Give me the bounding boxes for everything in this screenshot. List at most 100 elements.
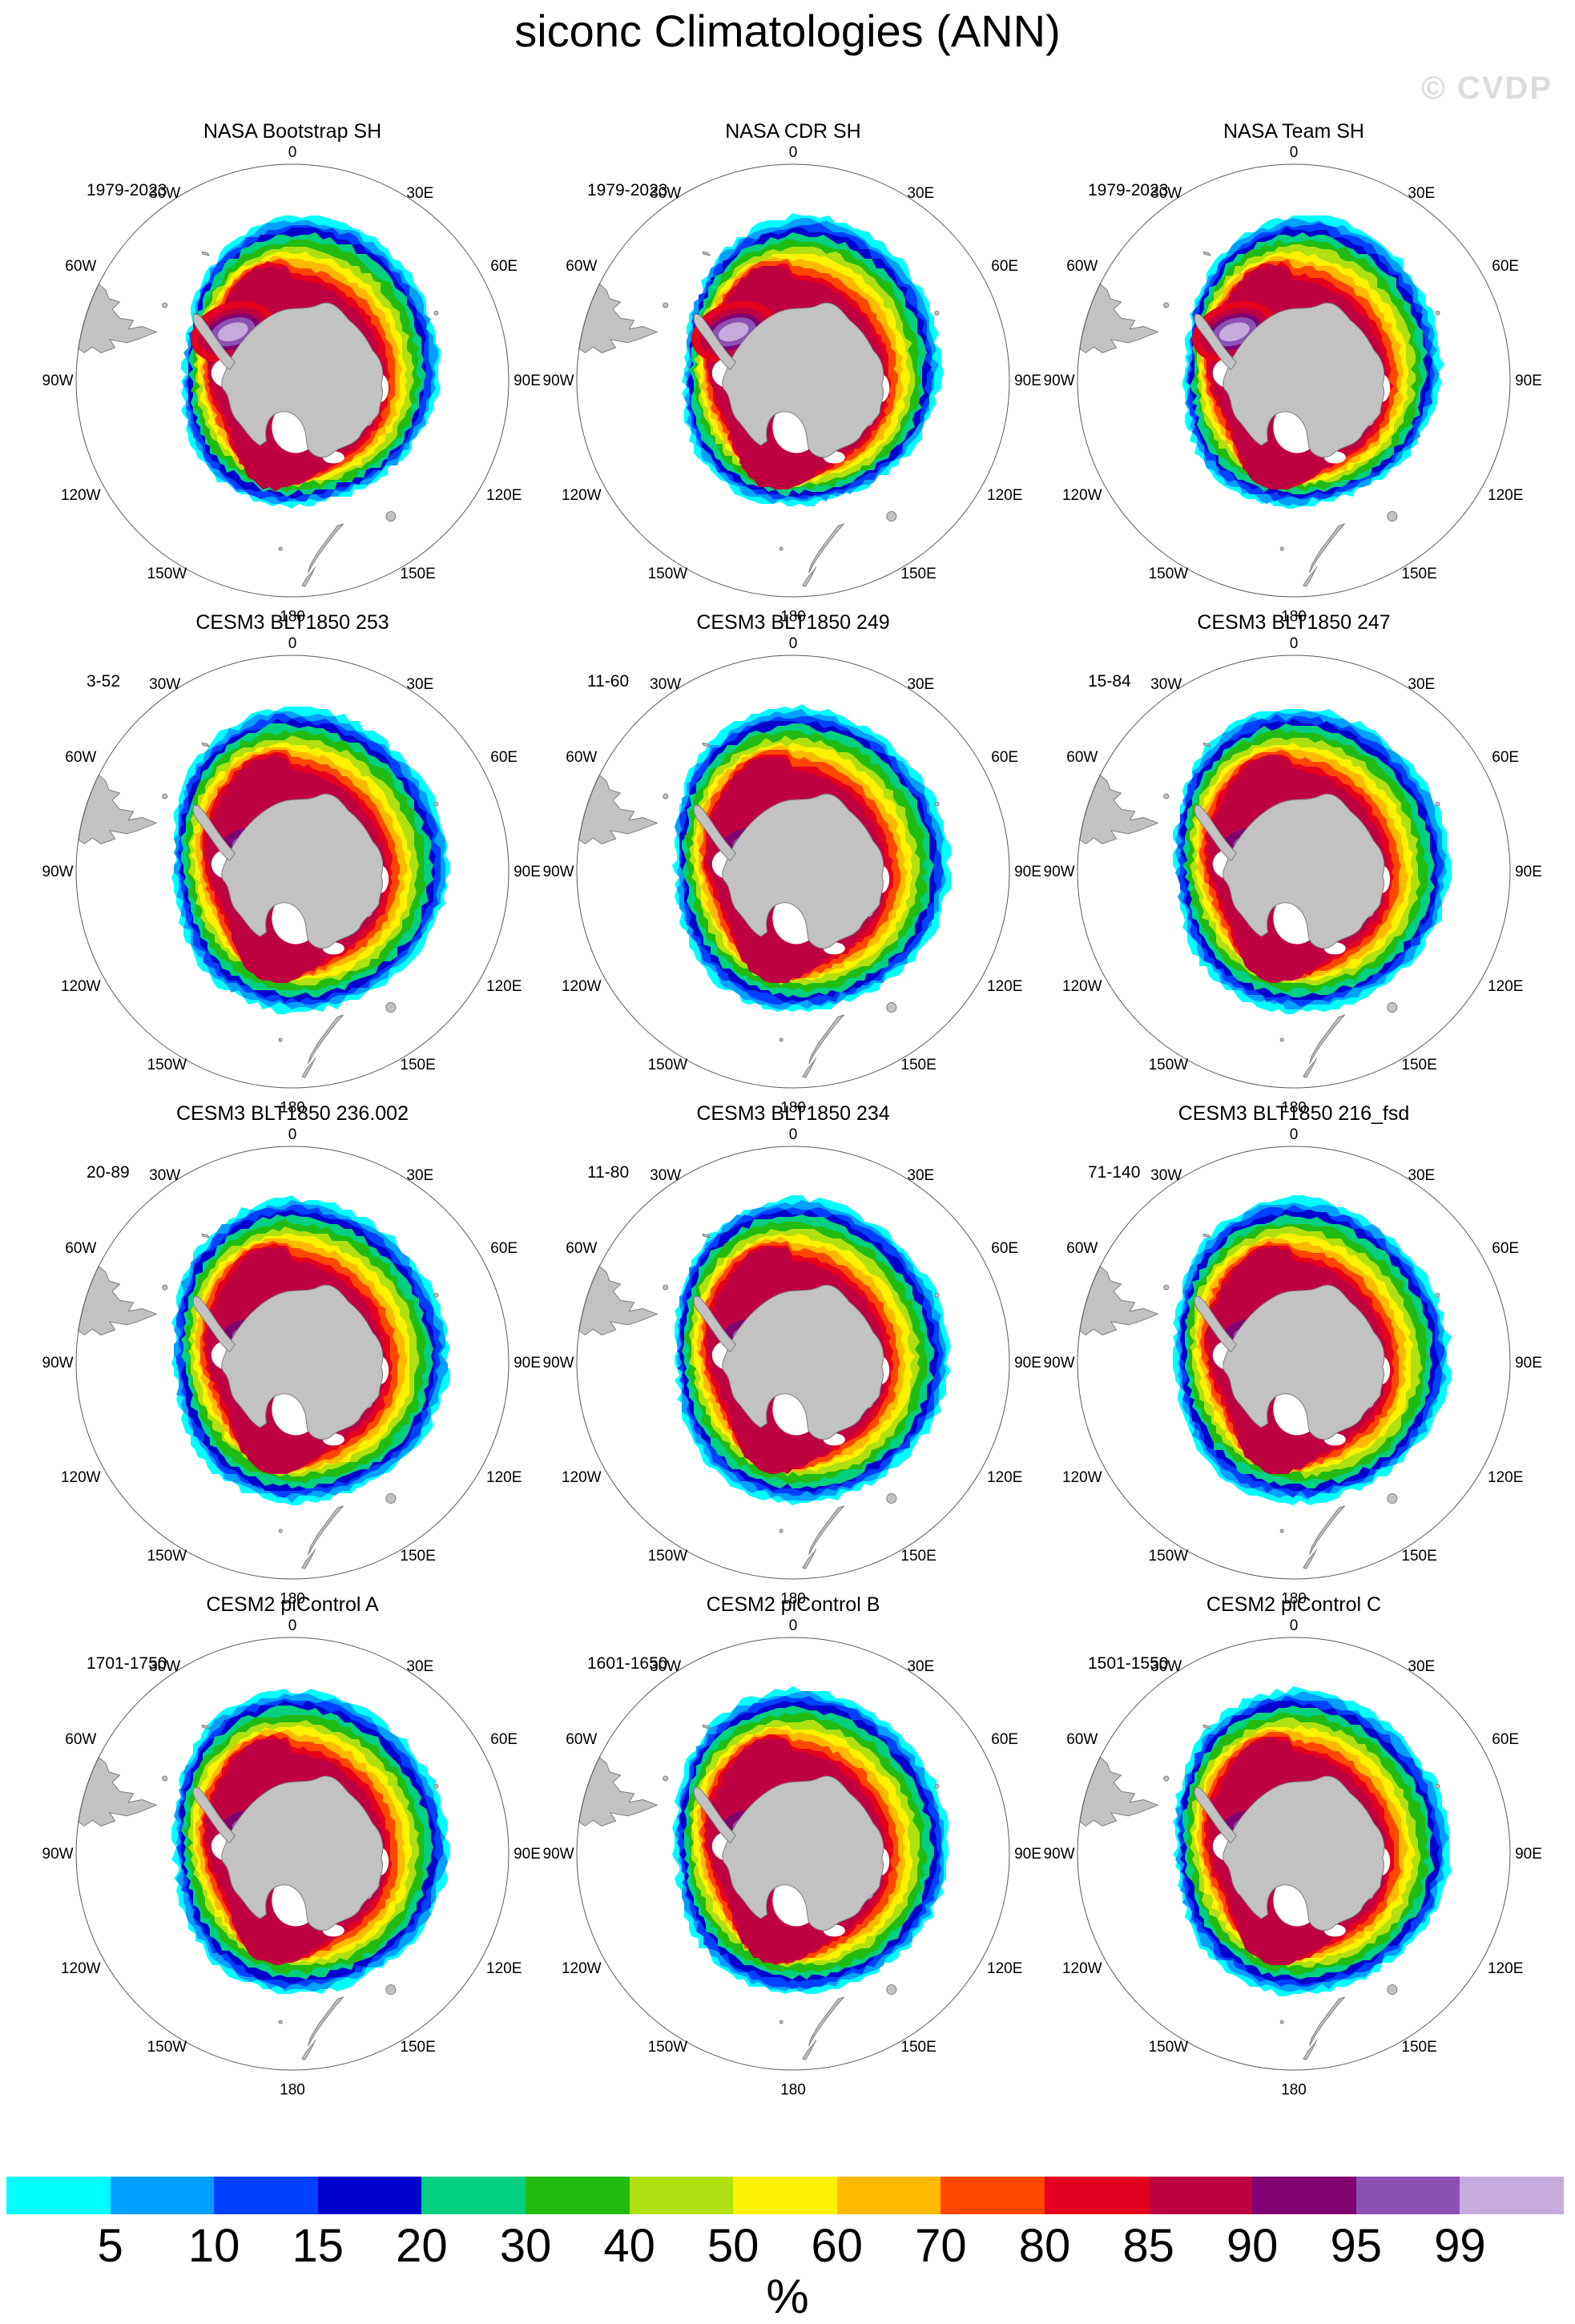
small-island xyxy=(1163,793,1170,800)
panel-title: NASA CDR SH xyxy=(725,120,860,143)
lon-label-120E: 120E xyxy=(1488,487,1523,504)
new-zealand-north-island xyxy=(301,1057,316,1078)
colorbar-tick-20: 20 xyxy=(396,2220,448,2272)
lon-label-150W: 150W xyxy=(147,566,187,582)
map-content xyxy=(1077,1195,1452,1569)
lon-label-90E: 90E xyxy=(1014,1355,1041,1371)
panel-title: CESM3 BLT1850 249 xyxy=(696,611,889,634)
panel-title: CESM2 piControl B xyxy=(707,1593,880,1616)
lon-label-150W: 150W xyxy=(648,1548,688,1565)
new-zealand-north-island xyxy=(301,566,316,587)
small-island xyxy=(1279,2020,1284,2024)
colorbar-tick-99: 99 xyxy=(1434,2220,1486,2272)
panel-title: CESM3 BLT1850 216_fsd xyxy=(1178,1102,1410,1125)
new-zealand-south-island xyxy=(808,523,844,573)
lon-label-30E: 30E xyxy=(406,185,433,202)
lon-label-30W: 30W xyxy=(149,185,180,202)
small-island xyxy=(1163,1284,1170,1291)
south-america-tip xyxy=(576,279,658,353)
lon-label-180: 180 xyxy=(280,608,305,625)
panel-year-range: 1979-2023 xyxy=(587,181,667,199)
panel-title: CESM2 piControl C xyxy=(1206,1593,1381,1616)
small-island xyxy=(779,1529,783,1533)
lon-label-120W: 120W xyxy=(61,978,101,995)
small-island xyxy=(886,511,897,522)
lon-label-120E: 120E xyxy=(987,978,1022,995)
panel-year-range: 1601-1650 xyxy=(587,1654,667,1673)
south-georgia-island xyxy=(1202,1724,1211,1730)
lon-label-90E: 90E xyxy=(514,864,541,880)
south-georgia-island xyxy=(702,1724,711,1730)
lon-label-120E: 120E xyxy=(1488,1469,1523,1486)
map-svg: CESM2 piControl C 1501-1550 0 30E 60E 90E 120E… xyxy=(1044,1593,1542,2098)
antarctic-peninsula xyxy=(192,1786,236,1843)
map-boundary-circle xyxy=(576,655,1010,1089)
small-island xyxy=(1279,1529,1284,1533)
map-panel-2: NASA CDR SH 1979-2023 0 30E 60E 90E 120E 150E 18… xyxy=(542,112,1043,625)
panel-year-range: 1501-1550 xyxy=(1088,1654,1168,1673)
colorbar-cell-13 xyxy=(1252,2177,1356,2214)
lon-label-0: 0 xyxy=(1290,1617,1299,1634)
lon-label-120W: 120W xyxy=(61,1469,101,1486)
small-island xyxy=(1163,302,1170,308)
lon-label-120W: 120W xyxy=(61,1960,101,1977)
colorbar-tick-70: 70 xyxy=(915,2220,967,2272)
small-island xyxy=(278,546,283,551)
small-island xyxy=(162,302,168,308)
lon-label-90W: 90W xyxy=(1044,373,1075,389)
lon-label-60E: 60E xyxy=(991,1240,1018,1257)
new-zealand-north-island xyxy=(301,1549,316,1569)
lon-label-120W: 120W xyxy=(1062,487,1102,504)
map-svg: CESM3 BLT1850 249 11-60 0 30E 60E 90E 120E 150E… xyxy=(543,611,1041,1116)
antarctic-peninsula xyxy=(192,1295,236,1352)
map-content xyxy=(75,1689,450,2060)
small-island xyxy=(779,546,783,551)
map-panel-11: CESM2 piControl B 1601-1650 0 30E 60E 90E 120E… xyxy=(542,1585,1043,2098)
new-zealand-south-island xyxy=(308,1505,344,1555)
lon-label-0: 0 xyxy=(1290,1126,1299,1143)
lon-label-60E: 60E xyxy=(991,749,1018,766)
lon-label-30E: 30E xyxy=(907,676,934,693)
lon-label-90W: 90W xyxy=(1044,864,1075,880)
small-island xyxy=(1387,1493,1398,1504)
lon-label-150E: 150E xyxy=(1401,1548,1436,1565)
map-boundary-circle xyxy=(75,1146,510,1580)
ice-pocket-layer xyxy=(217,322,248,342)
lon-label-180: 180 xyxy=(280,1099,305,1116)
lon-label-120W: 120W xyxy=(1062,978,1102,995)
map-boundary-circle xyxy=(576,1146,1010,1580)
map-boundary-circle xyxy=(1077,655,1511,1089)
lon-label-90W: 90W xyxy=(1044,1355,1075,1371)
lon-label-150E: 150E xyxy=(400,2039,435,2056)
lon-label-30E: 30E xyxy=(406,676,433,693)
lon-label-150W: 150W xyxy=(1149,1548,1189,1565)
lon-label-0: 0 xyxy=(288,144,297,161)
lon-label-180: 180 xyxy=(1281,2081,1307,2098)
new-zealand-north-island xyxy=(802,1549,817,1569)
lon-label-30E: 30E xyxy=(1408,1658,1435,1675)
south-georgia-island xyxy=(702,742,711,747)
colorbar-cell-10 xyxy=(941,2177,1045,2214)
small-island xyxy=(433,310,439,316)
colorbar-cell-11 xyxy=(1044,2177,1149,2214)
lon-label-180: 180 xyxy=(780,608,806,625)
small-island xyxy=(934,1292,940,1298)
new-zealand-south-island xyxy=(1309,523,1345,573)
map-content xyxy=(75,1195,450,1569)
lon-label-90W: 90W xyxy=(543,1355,574,1371)
south-america-tip xyxy=(1077,279,1158,353)
lon-label-0: 0 xyxy=(789,635,798,652)
panel-year-range: 1701-1750 xyxy=(87,1654,167,1673)
lon-label-90W: 90W xyxy=(42,373,74,389)
colorbar-cell-4 xyxy=(317,2177,422,2214)
small-island xyxy=(385,1002,397,1013)
lon-label-90E: 90E xyxy=(1515,864,1542,880)
lon-label-90W: 90W xyxy=(42,1846,74,1863)
lon-label-150W: 150W xyxy=(147,1057,187,1073)
map-content xyxy=(576,1686,949,2060)
map-boundary-circle xyxy=(1077,163,1511,598)
panel-title: CESM2 piControl A xyxy=(206,1593,379,1616)
panel-year-range: 20-89 xyxy=(87,1163,130,1182)
panel-year-range: 3-52 xyxy=(87,672,120,691)
new-zealand-north-island xyxy=(1303,566,1318,587)
